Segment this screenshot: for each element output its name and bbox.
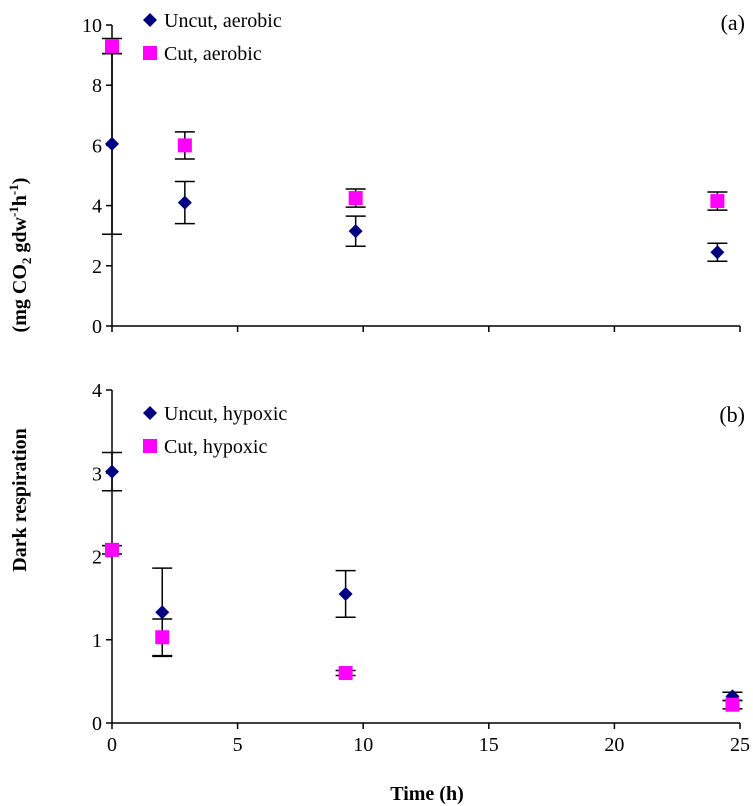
a-point-square xyxy=(177,138,192,153)
a-point-square xyxy=(710,194,725,209)
a-point-diamond xyxy=(710,245,725,260)
b-legend-label: Uncut, hypoxic xyxy=(164,403,287,425)
b-y-tick-label: 3 xyxy=(92,463,102,485)
b-legend-label: Cut, hypoxic xyxy=(164,436,267,458)
x-axis-label: Time (h) xyxy=(390,783,464,805)
b-y-tick-label: 2 xyxy=(92,547,102,569)
panel-b-chart: 0 1 2 3 4 0 5 10 15 20 25 (b) Uncut, hypoxic Cut, hyp… xyxy=(92,380,750,756)
b-y-tick-label: 0 xyxy=(92,713,102,735)
b-point-square xyxy=(155,630,170,645)
a-y-tick-label: 6 xyxy=(92,135,102,157)
a-legend-label: Cut, aerobic xyxy=(164,43,262,65)
panel-a-chart: 0 2 4 6 8 10 (a) Uncut, aerobic Cut, aerobic xyxy=(82,10,745,338)
b-point-diamond xyxy=(105,464,119,479)
b-point-square xyxy=(725,697,740,712)
a-y-tick-label: 2 xyxy=(92,256,102,278)
b-legend-marker-square xyxy=(143,439,157,453)
a-y-tick-label: 10 xyxy=(82,15,102,37)
b-y-tick-label: 4 xyxy=(92,380,102,402)
b-x-tick-label: 20 xyxy=(604,734,624,756)
b-x-tick-label: 0 xyxy=(107,734,117,756)
b-x-tick-label: 5 xyxy=(233,734,243,756)
a-point-diamond xyxy=(177,195,192,210)
a-y-tick-label: 4 xyxy=(92,196,102,218)
a-point-diamond xyxy=(105,136,119,151)
b-x-tick-label: 15 xyxy=(479,734,499,756)
b-point-square xyxy=(338,666,353,681)
y-axis-label-units: (mg CO2 gdw-1h-1) xyxy=(6,178,34,333)
b-x-tick-label: 25 xyxy=(730,734,750,756)
b-panel-label: (b) xyxy=(719,402,745,427)
b-point-diamond xyxy=(338,586,353,601)
b-legend-marker-diamond xyxy=(143,406,157,420)
a-point-square xyxy=(105,39,119,54)
a-legend-label: Uncut, aerobic xyxy=(164,10,282,32)
b-y-tick-label: 1 xyxy=(92,630,102,652)
a-point-diamond xyxy=(348,224,363,239)
b-point-square xyxy=(105,542,119,557)
a-legend-marker-square xyxy=(143,46,157,60)
a-panel-label: (a) xyxy=(721,10,745,35)
a-y-tick-label: 8 xyxy=(92,75,102,97)
b-point-diamond xyxy=(155,605,170,620)
a-point-square xyxy=(348,191,363,206)
y-axis-label-main: Dark respiration xyxy=(9,428,31,572)
b-x-tick-label: 10 xyxy=(353,734,373,756)
a-legend-marker-diamond xyxy=(143,13,157,27)
a-y-tick-label: 0 xyxy=(92,316,102,338)
